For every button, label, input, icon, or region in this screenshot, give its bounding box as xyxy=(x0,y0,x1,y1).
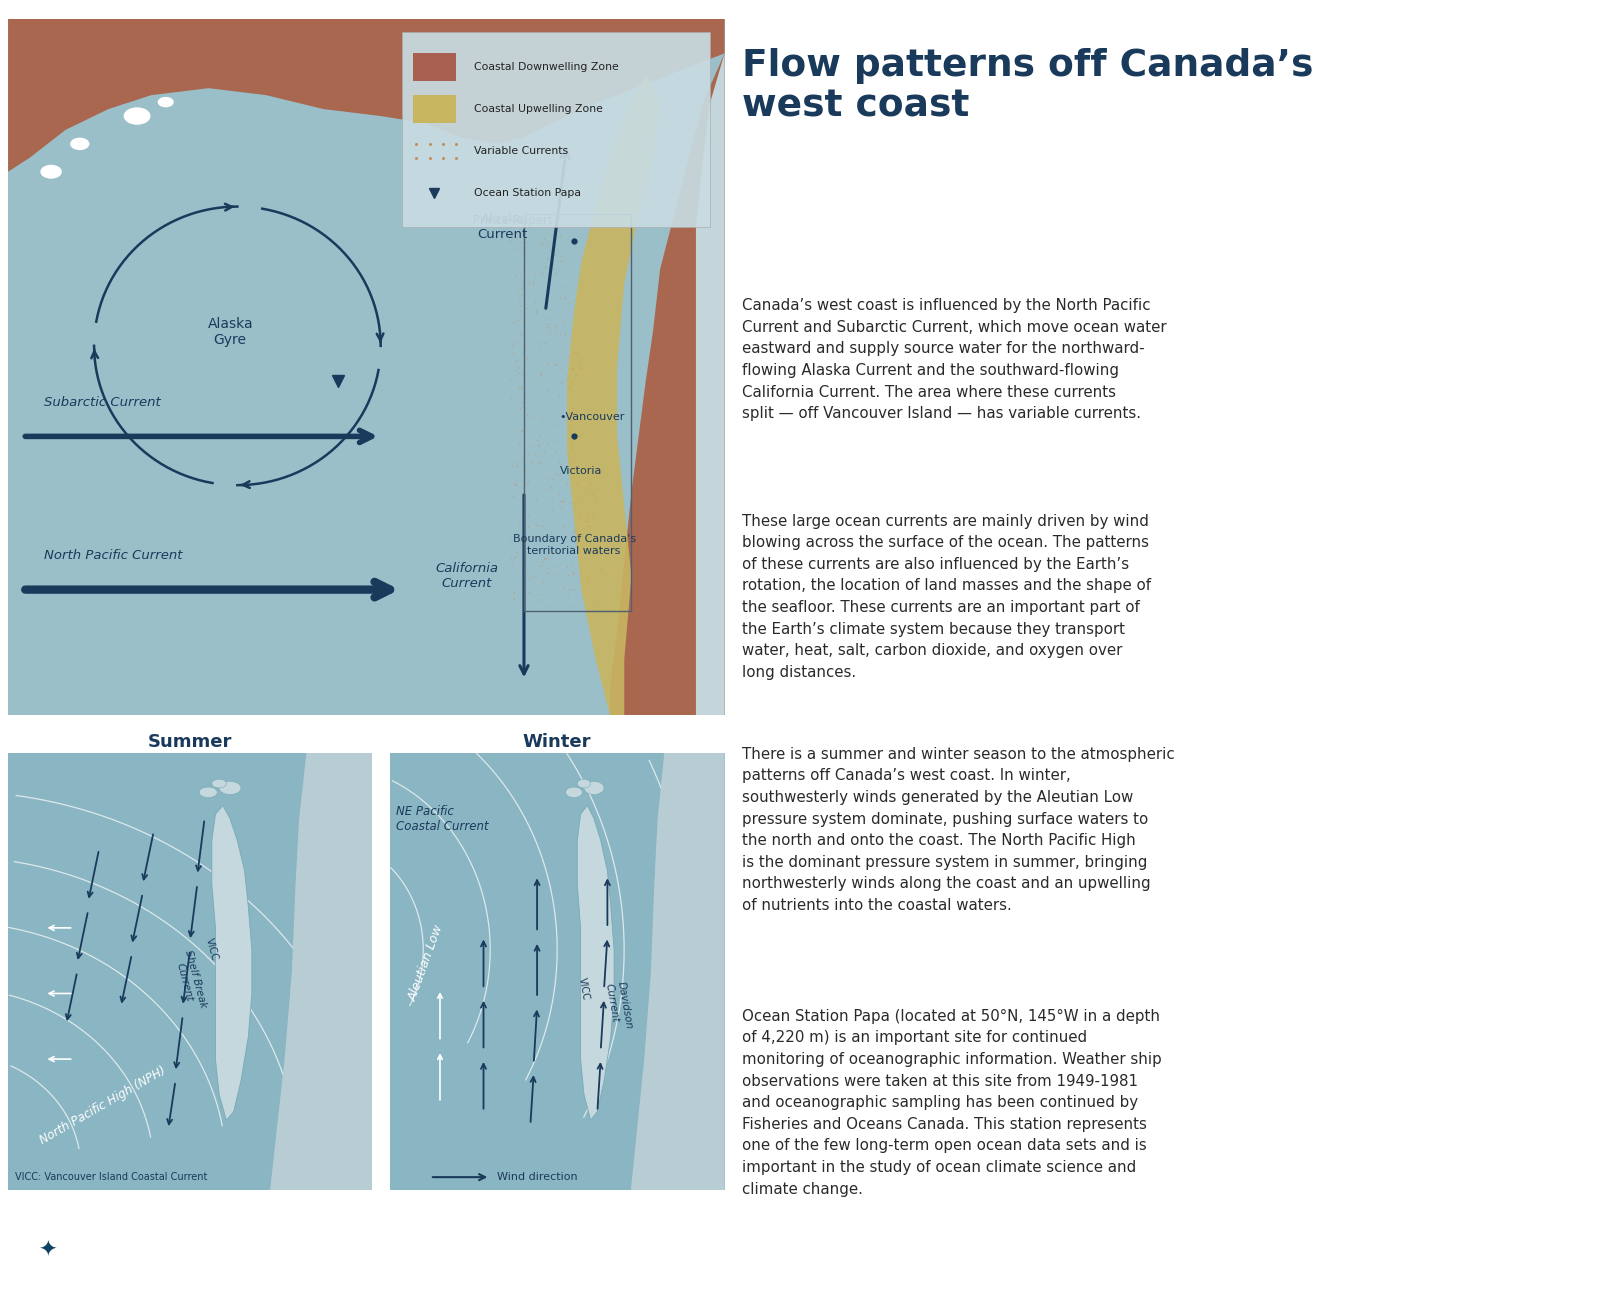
Text: There is a summer and winter season to the atmospheric
patterns off Canada’s wes: There is a summer and winter season to t… xyxy=(742,746,1175,912)
Text: Victoria: Victoria xyxy=(559,466,601,476)
Text: North Pacific Current: North Pacific Current xyxy=(44,549,183,562)
Polygon shape xyxy=(609,53,725,715)
Text: Ocean Station Papa (located at 50°N, 145°W in a depth
of 4,220 m) is an importan: Ocean Station Papa (located at 50°N, 145… xyxy=(742,1009,1162,1197)
Text: Boundary of Canada's
territorial waters: Boundary of Canada's territorial waters xyxy=(512,533,635,556)
Text: Coastal Upwelling Zone: Coastal Upwelling Zone xyxy=(473,104,603,114)
Ellipse shape xyxy=(157,97,173,108)
Bar xyxy=(402,32,710,227)
Text: Aleutian Low: Aleutian Low xyxy=(407,923,446,1003)
Text: Canada’s west coast is influenced by the North Pacific
Current and Subarctic Cur: Canada’s west coast is influenced by the… xyxy=(742,299,1167,421)
Bar xyxy=(413,95,456,123)
Bar xyxy=(21,1215,75,1286)
Text: These large ocean currents are mainly driven by wind
blowing across the surface : These large ocean currents are mainly dr… xyxy=(742,514,1151,680)
Text: Alaska
Gyre: Alaska Gyre xyxy=(207,317,253,347)
Text: NE Pacific
Coastal Current: NE Pacific Coastal Current xyxy=(397,806,490,833)
Text: Ocean Station Papa: Ocean Station Papa xyxy=(473,188,580,197)
Polygon shape xyxy=(271,753,371,1190)
Ellipse shape xyxy=(212,779,227,788)
Text: VICC: VICC xyxy=(204,937,220,962)
Text: Wind direction: Wind direction xyxy=(498,1172,577,1182)
Text: Davidson
Current: Davidson Current xyxy=(605,981,634,1032)
Text: •Vancouver: •Vancouver xyxy=(559,413,626,422)
Ellipse shape xyxy=(219,781,242,794)
Polygon shape xyxy=(631,753,725,1190)
Text: Fisheries and Oceans: Fisheries and Oceans xyxy=(92,1229,225,1242)
Text: Alaska
Current: Alaska Current xyxy=(477,213,527,241)
Text: North Pacific High (NPH): North Pacific High (NPH) xyxy=(37,1063,169,1146)
Ellipse shape xyxy=(566,787,582,797)
Text: Coastal Downwelling Zone: Coastal Downwelling Zone xyxy=(473,62,619,73)
Text: Canada: Canada xyxy=(300,1259,349,1272)
Text: Shelf Break
Current: Shelf Break Current xyxy=(172,949,207,1012)
Text: Prince Rupert: Prince Rupert xyxy=(473,214,553,227)
Polygon shape xyxy=(695,53,725,715)
Bar xyxy=(413,53,456,82)
Ellipse shape xyxy=(70,138,89,151)
Text: ✦: ✦ xyxy=(39,1241,57,1260)
Polygon shape xyxy=(212,806,251,1120)
Ellipse shape xyxy=(199,787,217,797)
Text: Canada: Canada xyxy=(92,1259,141,1272)
Ellipse shape xyxy=(584,781,605,794)
Polygon shape xyxy=(567,74,660,715)
Text: Flow patterns off Canada’s
west coast: Flow patterns off Canada’s west coast xyxy=(742,48,1313,125)
Text: Canada: Canada xyxy=(1428,1234,1555,1267)
Ellipse shape xyxy=(577,779,590,788)
Bar xyxy=(524,214,632,610)
Ellipse shape xyxy=(123,108,151,125)
Text: VICC: Vancouver Island Coastal Current: VICC: Vancouver Island Coastal Current xyxy=(15,1172,207,1181)
Polygon shape xyxy=(8,18,725,171)
Text: Pêches et Océans: Pêches et Océans xyxy=(300,1229,412,1242)
Text: VICC: VICC xyxy=(577,977,592,1001)
Text: ■: ■ xyxy=(1543,1229,1553,1238)
Text: Variable Currents: Variable Currents xyxy=(473,145,567,156)
Polygon shape xyxy=(577,806,614,1120)
Ellipse shape xyxy=(41,165,62,179)
Title: Winter: Winter xyxy=(524,733,592,752)
Text: California
Current: California Current xyxy=(434,562,498,589)
Title: Summer: Summer xyxy=(148,733,232,752)
Text: Subarctic Current: Subarctic Current xyxy=(44,396,160,409)
